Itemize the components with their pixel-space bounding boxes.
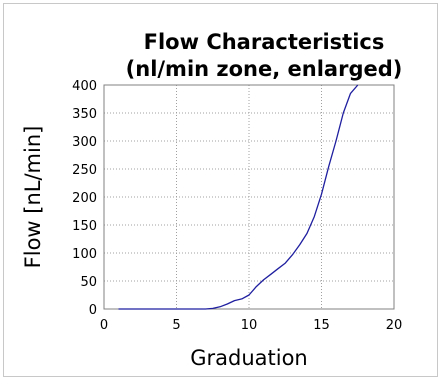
- x-tick-labels: 0 5 10 15 20: [100, 318, 402, 333]
- x-tick-label: 5: [172, 318, 180, 333]
- y-tick-label: 250: [72, 163, 97, 178]
- series-line: [118, 84, 359, 310]
- y-tick-label: 350: [72, 107, 97, 122]
- plot-area: [103, 84, 395, 310]
- grid: [104, 85, 394, 309]
- chart-title-line1: Flow Characteristics: [144, 30, 385, 54]
- x-axis-label: Graduation: [190, 346, 308, 370]
- y-tick-label: 400: [72, 79, 97, 94]
- y-tick-labels: 0 50 100 150 200 250 300 350 400: [72, 79, 97, 318]
- x-tick-label: 20: [386, 318, 403, 333]
- chart-frame: [3, 3, 438, 377]
- y-tick-label: 50: [80, 275, 97, 290]
- series-group: [118, 84, 359, 310]
- x-tick-label: 0: [100, 318, 108, 333]
- y-tick-label: 0: [89, 303, 97, 318]
- x-tick-label: 15: [313, 318, 330, 333]
- y-tick-label: 200: [72, 191, 97, 206]
- y-tick-label: 300: [72, 135, 97, 150]
- y-tick-label: 150: [72, 219, 97, 234]
- y-axis-label: Flow [nL/min]: [21, 126, 45, 269]
- y-tick-label: 100: [72, 247, 97, 262]
- chart-title-line2: (nl/min zone, enlarged): [126, 57, 403, 81]
- x-tick-label: 10: [241, 318, 258, 333]
